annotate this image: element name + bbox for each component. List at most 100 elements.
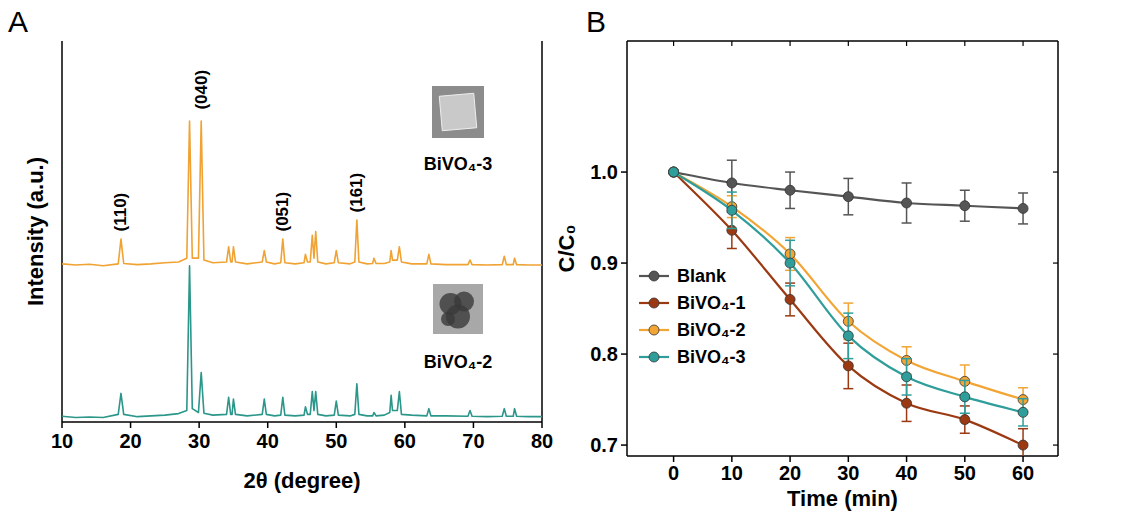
error-bar-cap [843,358,853,360]
peak-label: (110) [111,193,130,232]
x-tick-label: 60 [394,430,416,452]
x-tick-label: 80 [531,430,553,452]
y-tick [1053,353,1058,354]
marker [1018,407,1028,417]
legend-label: BiVO₄-2 [677,320,746,340]
series-line [62,266,542,418]
x-tick [404,422,406,428]
error-bar [902,183,912,223]
axis-line [626,41,628,456]
error-bar-cap [960,190,970,192]
error-bar-cap [843,214,853,216]
x-tick-label: 40 [895,462,917,484]
error-bar-cap [785,237,795,239]
x-tick [130,422,132,428]
x-tick-label: 20 [119,430,141,452]
y-axis-title: C/C₀ [554,225,579,273]
x-tick [61,422,63,428]
error-bar-cap [727,191,737,193]
y-axis-title: Intensity (a.u.) [23,157,48,306]
error-bar [785,283,795,316]
axis-line [627,455,1058,457]
data-layer [669,160,1028,456]
x-tick [267,422,269,428]
series-label: BiVO₄-3 [424,154,493,174]
error-bar [960,380,970,413]
peak-label: (051) [273,192,292,232]
axis-line [1057,41,1059,456]
x-tick-label: 30 [188,430,210,452]
marker [960,392,970,402]
axis-line [541,41,543,422]
marker [785,258,795,268]
panel-label: A [8,5,28,38]
error-bar-cap [727,248,737,250]
y-tick [621,353,627,355]
error-bar [843,313,853,359]
error-bar-cap [902,346,912,348]
y-tick [621,262,627,264]
series-line [62,121,542,266]
error-bar-cap [1018,223,1028,225]
x-tick [198,422,200,428]
axis-line [62,421,542,423]
error-bar-cap [727,159,737,161]
axis-line [61,41,63,422]
error-bar-cap [902,358,912,360]
panel: B01020304050600.70.80.91.0Time (min)C/C₀… [554,5,1059,511]
error-bar-cap [902,394,912,396]
sem-inset [433,284,483,334]
peak-label: (040) [192,70,211,110]
error-bar-cap [960,432,970,434]
x-tick-label: 40 [257,430,279,452]
legend-marker [649,325,659,335]
error-bar-cap [785,171,795,173]
x-axis-title: Time (min) [787,486,898,511]
figure: A10203040506070802θ (degree)Intensity (a… [0,0,1129,515]
x-tick [541,422,543,428]
marker [727,178,737,188]
marker [960,415,970,425]
y-tick [1053,262,1058,263]
marker [902,398,912,408]
error-bar-cap [843,312,853,314]
error-bar-cap [960,380,970,382]
marker [1018,203,1028,213]
x-tick-label: 10 [51,430,73,452]
marker [669,167,679,177]
error-bar-cap [1018,428,1028,430]
marker [727,205,737,215]
x-tick [673,41,674,46]
background [0,0,1129,515]
x-tick [789,41,790,46]
data-layer [62,121,542,417]
x-tick [906,41,907,46]
legend-marker [649,352,659,362]
error-bar-cap [1018,398,1028,400]
legend-label: Blank [677,266,727,286]
marker [902,198,912,208]
error-bar [785,172,795,208]
marker [902,372,912,382]
y-tick [621,171,627,173]
error-bar-cap [1018,192,1028,194]
error-bar-cap [902,421,912,423]
x-axis-title: 2θ (degree) [243,468,360,493]
y-tick [1053,444,1058,445]
sem-inset [432,86,484,138]
legend-marker [649,271,659,281]
series-label: BiVO₄-2 [424,352,493,372]
y-tick-label: 1.0 [590,161,618,183]
error-bar-cap [727,228,737,230]
x-tick-label: 50 [954,462,976,484]
x-tick-label: 60 [1012,462,1034,484]
marker [785,294,795,304]
error-bar-cap [843,388,853,390]
marker [843,192,853,202]
marker [1018,440,1028,450]
series-line [674,172,1023,412]
legend-label: BiVO₄-1 [677,293,746,313]
y-tick [1053,171,1058,172]
marker [669,167,679,177]
x-tick [336,422,338,428]
